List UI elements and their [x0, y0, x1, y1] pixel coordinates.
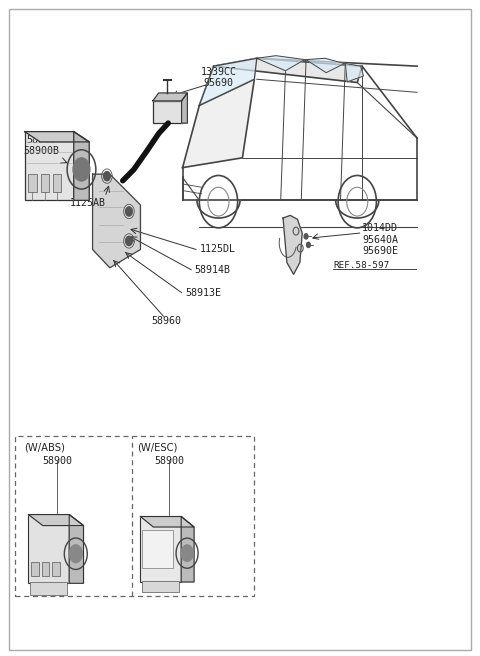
Bar — [153, 101, 181, 123]
Text: (W/ESC): (W/ESC) — [137, 443, 178, 453]
Circle shape — [181, 544, 193, 562]
Polygon shape — [28, 514, 84, 525]
Text: 1125AB: 1125AB — [70, 198, 106, 208]
Text: REF.58-597: REF.58-597 — [333, 260, 390, 270]
Polygon shape — [153, 93, 187, 101]
Polygon shape — [306, 58, 344, 73]
Bar — [28, 514, 69, 583]
Text: 58900: 58900 — [42, 456, 72, 466]
Circle shape — [104, 172, 110, 180]
Circle shape — [69, 544, 83, 563]
Text: 58913E: 58913E — [185, 287, 221, 298]
Text: 58900: 58900 — [26, 134, 56, 145]
Polygon shape — [283, 215, 302, 274]
Text: 58960: 58960 — [151, 316, 181, 326]
Polygon shape — [93, 174, 141, 268]
Bar — [28, 174, 36, 192]
Polygon shape — [257, 56, 305, 71]
Bar — [15, 436, 254, 596]
Text: (W/ABS): (W/ABS) — [24, 443, 64, 453]
Text: 58914B: 58914B — [194, 266, 230, 276]
Polygon shape — [345, 64, 363, 82]
Polygon shape — [141, 516, 194, 527]
Circle shape — [73, 157, 90, 181]
Bar — [31, 562, 38, 577]
Polygon shape — [74, 132, 89, 200]
Bar — [53, 174, 61, 192]
Text: 1125DL: 1125DL — [199, 244, 235, 254]
Polygon shape — [214, 58, 362, 83]
Polygon shape — [69, 514, 84, 583]
Circle shape — [126, 236, 132, 245]
Bar — [142, 581, 180, 592]
Polygon shape — [181, 93, 187, 123]
Polygon shape — [24, 132, 89, 142]
Polygon shape — [181, 516, 194, 582]
Polygon shape — [182, 79, 254, 168]
Bar — [42, 562, 49, 577]
Circle shape — [304, 234, 308, 239]
Bar — [52, 562, 60, 577]
Text: 1339CC: 1339CC — [201, 67, 237, 77]
Text: 58900B: 58900B — [24, 146, 60, 156]
Bar — [24, 132, 74, 200]
Bar — [41, 174, 49, 192]
Text: 1014DD: 1014DD — [362, 224, 398, 234]
Bar — [143, 529, 173, 567]
Polygon shape — [199, 58, 257, 106]
Text: 95640A: 95640A — [362, 235, 398, 245]
Text: 95690E: 95690E — [362, 246, 398, 256]
Text: 95690: 95690 — [204, 78, 233, 88]
Text: 58900: 58900 — [154, 456, 184, 466]
Circle shape — [307, 242, 311, 247]
Circle shape — [126, 207, 132, 216]
Bar — [141, 516, 181, 582]
Bar — [30, 582, 67, 595]
